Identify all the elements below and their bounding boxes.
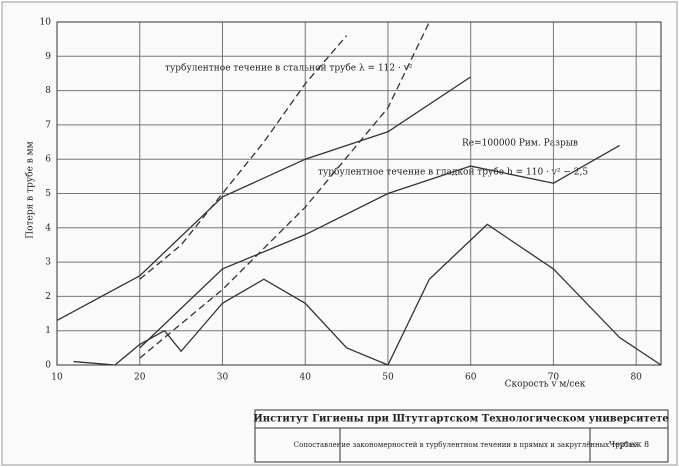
y-tick-label: 7 bbox=[45, 120, 51, 130]
y-tick-label: 2 bbox=[45, 292, 51, 302]
y-tick-label: 8 bbox=[45, 86, 51, 96]
y-tick-label: 1 bbox=[45, 326, 51, 336]
y-tick-label: 5 bbox=[45, 189, 51, 199]
x-tick-label: 60 bbox=[465, 373, 477, 383]
curve bbox=[73, 223, 662, 366]
y-tick-label: 3 bbox=[45, 258, 51, 268]
x-tick-label: 50 bbox=[382, 373, 394, 383]
annotation: турбулентное течение в стальной трубе λ … bbox=[165, 63, 413, 74]
y-tick-label: 0 bbox=[45, 361, 51, 371]
y-axis-label: Потеря в трубе в мм bbox=[25, 141, 36, 238]
y-tick-label: 4 bbox=[45, 223, 51, 233]
title-block: Институт Гигиены при Штутгартском Технол… bbox=[253, 409, 669, 463]
x-tick-label: 20 bbox=[134, 373, 146, 383]
title-frame bbox=[254, 409, 669, 463]
x-tick-label: 80 bbox=[630, 373, 642, 383]
annotation: Re=100000 Рим. Разрыв bbox=[462, 139, 578, 149]
curve bbox=[139, 35, 348, 280]
x-axis-label: Скорость v м/сек bbox=[505, 380, 586, 390]
curve bbox=[139, 21, 430, 359]
sheet-number: Чертеж 8 bbox=[609, 440, 649, 449]
y-tick-label: 9 bbox=[45, 52, 51, 62]
x-tick-label: 30 bbox=[217, 373, 229, 383]
institute: Институт Гигиены при Штутгартском Технол… bbox=[253, 414, 668, 425]
curve bbox=[56, 76, 472, 321]
plot-frame bbox=[56, 21, 662, 366]
curve bbox=[139, 144, 620, 349]
x-tick-label: 10 bbox=[51, 373, 63, 383]
x-tick-label: 40 bbox=[299, 373, 311, 383]
x-tick-label: 70 bbox=[548, 373, 560, 383]
y-tick-label: 10 bbox=[40, 18, 52, 28]
subject: Сопоставление закономерностей в турбулен… bbox=[294, 441, 637, 449]
y-tick-label: 6 bbox=[45, 155, 51, 165]
